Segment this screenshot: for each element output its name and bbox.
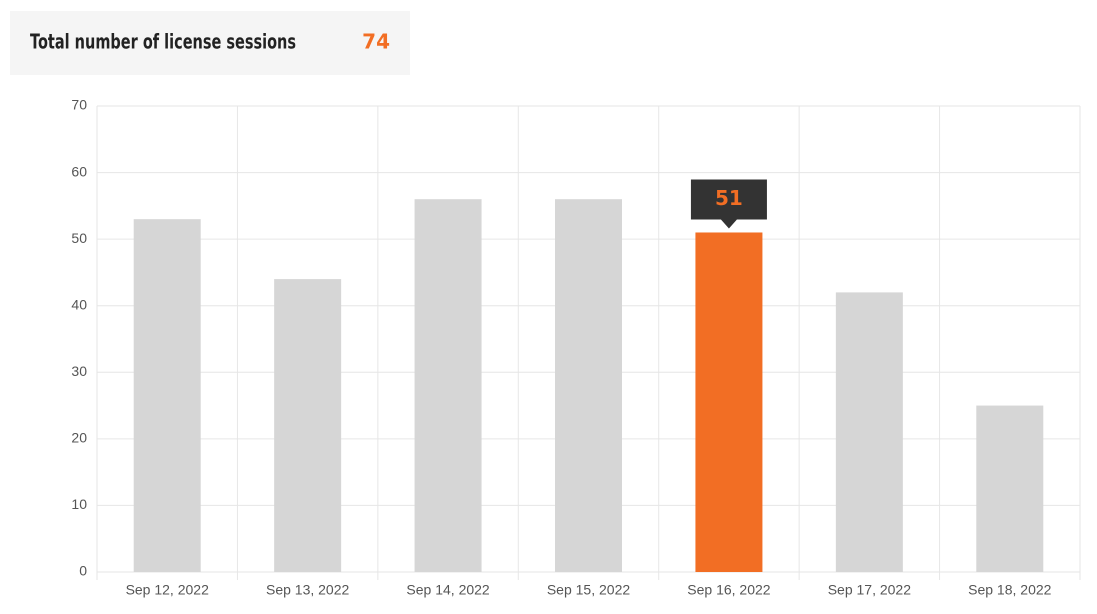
y-tick-label: 10	[71, 496, 87, 512]
summary-card	[10, 11, 410, 75]
bar	[274, 279, 342, 572]
x-tick-label: Sep 14, 2022	[406, 582, 490, 598]
x-tick-label: Sep 15, 2022	[547, 582, 631, 598]
x-tick-label: Sep 12, 2022	[126, 582, 210, 598]
y-tick-label: 40	[71, 296, 87, 312]
bar	[414, 199, 482, 572]
bar	[555, 199, 622, 572]
bar	[133, 219, 201, 572]
bar	[835, 292, 903, 572]
tooltip-value: 51	[715, 186, 743, 210]
x-tick-label: Sep 18, 2022	[968, 582, 1052, 598]
y-tick-label: 30	[71, 363, 87, 379]
bar	[695, 232, 763, 572]
y-tick-label: 60	[71, 163, 87, 179]
summary-value: 74	[362, 30, 390, 54]
x-tick-label: Sep 17, 2022	[828, 582, 912, 598]
y-tick-label: 70	[71, 97, 87, 113]
x-tick-label: Sep 16, 2022	[687, 582, 771, 598]
tooltip-box	[690, 179, 767, 229]
summary-label: Total number of license sessions	[30, 30, 296, 54]
y-tick-label: 0	[79, 563, 87, 579]
y-tick-label: 50	[71, 230, 87, 246]
y-tick-label: 20	[71, 430, 87, 446]
bar	[976, 405, 1044, 572]
x-tick-label: Sep 13, 2022	[266, 582, 350, 598]
